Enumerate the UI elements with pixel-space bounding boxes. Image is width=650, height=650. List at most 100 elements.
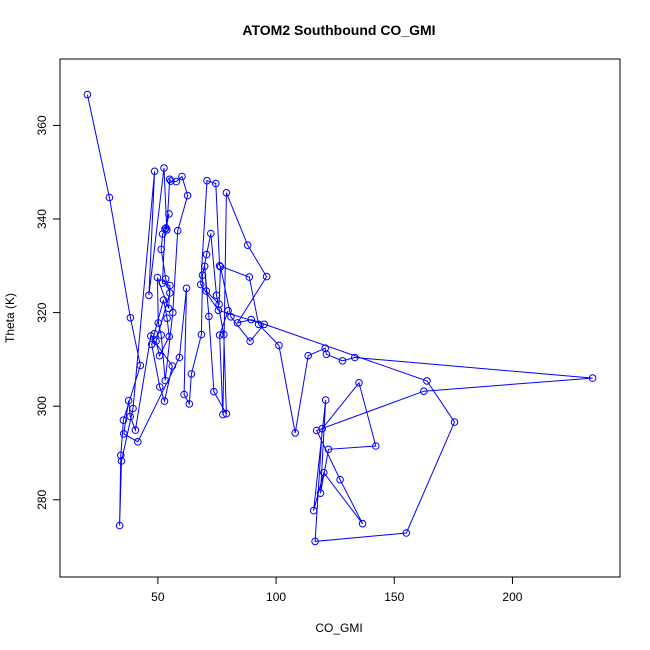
data-point [351, 353, 359, 362]
data-point [262, 272, 271, 281]
data-point [336, 475, 344, 484]
x-tick-label: 200 [502, 590, 522, 604]
data-point [247, 315, 255, 324]
data-point [145, 291, 153, 300]
data-point [147, 332, 155, 340]
data-point [318, 424, 327, 433]
y-tick-label: 280 [35, 489, 49, 509]
data-point [156, 383, 164, 391]
data-point [304, 351, 313, 360]
data-point [178, 172, 186, 181]
data-point [185, 400, 194, 408]
series-line [86, 94, 593, 542]
data-point [309, 506, 318, 515]
data-point [233, 319, 242, 327]
data-point [160, 397, 169, 405]
data-point [372, 442, 380, 450]
data-point [316, 489, 325, 498]
data-point [275, 341, 283, 350]
data-point [136, 361, 145, 370]
y-axis: 280 300 320 340 360 [35, 115, 61, 510]
data-point [196, 280, 205, 289]
data-point [147, 340, 156, 349]
data-point [153, 273, 162, 282]
data-point [157, 245, 165, 254]
data-point [105, 193, 114, 202]
data-point [167, 177, 175, 185]
data-point [131, 426, 140, 434]
data-point [115, 521, 124, 530]
data-point [205, 312, 213, 321]
x-axis: 50 100 150 200 [151, 576, 523, 604]
data-point [215, 331, 224, 339]
data-point [155, 351, 164, 360]
data-point [166, 289, 174, 297]
data-point [175, 353, 184, 362]
chart-title: ATOM2 Southbound CO_GMI [242, 22, 435, 38]
data-point [117, 451, 125, 460]
data-point [126, 412, 134, 421]
data-point [129, 404, 137, 413]
data-point [119, 416, 128, 425]
data-point [202, 287, 211, 295]
data-point [222, 409, 231, 418]
data-point [358, 519, 367, 528]
plot-frame [59, 58, 621, 578]
data-point [212, 179, 220, 188]
data-point [126, 314, 135, 322]
y-tick-label: 300 [35, 396, 49, 416]
y-axis-label: Theta (K) [3, 293, 17, 343]
data-point [224, 306, 232, 315]
data-point [311, 537, 319, 546]
data-point [83, 90, 92, 99]
data-point [420, 387, 428, 396]
data-point [160, 164, 168, 172]
data-point [355, 379, 363, 387]
data-point [180, 390, 188, 399]
data-point [312, 426, 321, 435]
data-point [215, 262, 224, 270]
data-point [172, 177, 181, 186]
data-point [157, 331, 165, 339]
data-point [220, 330, 228, 339]
data-point [246, 337, 254, 346]
data-point [423, 377, 431, 385]
y-tick-label: 340 [35, 209, 49, 229]
data-point [165, 210, 173, 218]
data-point [163, 314, 171, 323]
data-point [169, 308, 177, 317]
data-point [227, 313, 235, 321]
data-point [166, 281, 174, 290]
data-point [322, 350, 331, 359]
data-point [165, 332, 173, 341]
data-point [588, 374, 597, 382]
data-point [321, 396, 330, 404]
data-point [219, 410, 227, 419]
data-point [254, 320, 263, 329]
y-tick-label: 320 [35, 302, 49, 322]
data-point [124, 396, 133, 405]
data-point [182, 284, 191, 293]
x-tick-label: 100 [266, 590, 286, 604]
data-point [214, 306, 223, 315]
data-point [200, 262, 209, 271]
data-point [198, 271, 207, 280]
data-point [203, 176, 211, 185]
data-point [320, 468, 328, 477]
data-point [245, 273, 254, 281]
data-point [210, 387, 218, 396]
data-point [212, 291, 221, 300]
data-point [243, 241, 252, 249]
y-tick-label: 360 [35, 115, 49, 135]
data-point [183, 191, 192, 200]
data-point [197, 330, 206, 339]
data-point [168, 362, 177, 370]
series-co-gmi [83, 90, 597, 546]
data-point [120, 430, 128, 438]
data-point [207, 229, 215, 238]
data-point [154, 319, 163, 327]
data-point [324, 445, 333, 454]
x-axis-label: CO_GMI [315, 621, 362, 635]
x-tick-label: 50 [151, 590, 165, 604]
